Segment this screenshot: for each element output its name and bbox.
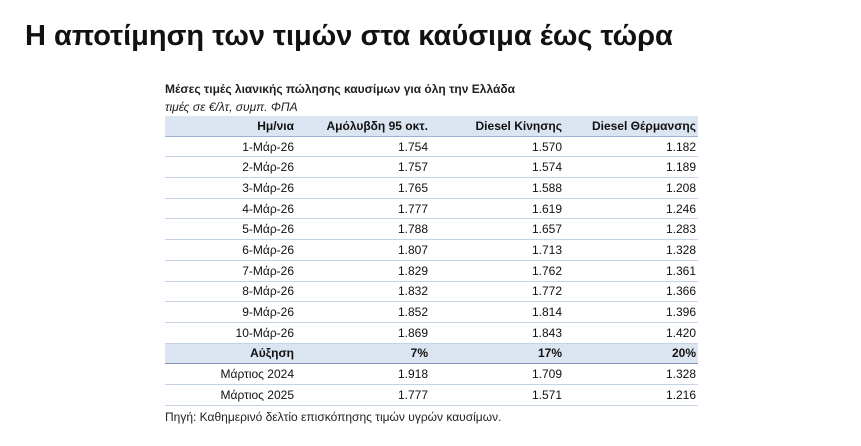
increase-diesel-heating: 20%: [564, 342, 698, 365]
increase-row: Αύξηση 7% 17% 20%: [165, 342, 698, 365]
table-row: 1-Μάρ-26 1.754 1.570 1.182: [165, 136, 698, 158]
header-diesel-heating: Diesel Θέρμανσης: [564, 116, 698, 137]
cell-diesel-heating: 1.182: [564, 136, 698, 158]
cell-unleaded-95: 1.765: [296, 177, 430, 199]
table-row: 5-Μάρ-26 1.788 1.657 1.283: [165, 218, 698, 241]
cell-diesel-motion: 1.814: [430, 301, 564, 323]
cell-unleaded-95: 1.788: [296, 218, 430, 241]
cell-unleaded-95: 1.832: [296, 281, 430, 303]
cell-diesel-motion: 1.657: [430, 218, 564, 241]
table-header-row: Ημ/νια Αμόλυβδη 95 οκτ. Diesel Κίνησης D…: [165, 116, 698, 137]
cell-diesel-motion: 1.709: [430, 363, 564, 385]
cell-diesel-heating: 1.328: [564, 363, 698, 385]
cell-date: 7-Μάρ-26: [165, 260, 296, 282]
table-row: 9-Μάρ-26 1.852 1.814 1.396: [165, 301, 698, 323]
cell-date: 1-Μάρ-26: [165, 136, 296, 158]
cell-unleaded-95: 1.777: [296, 384, 430, 406]
cell-period: Μάρτιος 2025: [165, 384, 296, 406]
header-date: Ημ/νια: [165, 116, 296, 137]
cell-diesel-motion: 1.570: [430, 136, 564, 158]
comparison-row: Μάρτιος 2024 1.918 1.709 1.328: [165, 363, 698, 385]
cell-unleaded-95: 1.757: [296, 156, 430, 179]
fuel-price-table-block: Μέσες τιμές λιανικής πώλησης καυσίμων γι…: [165, 80, 698, 424]
cell-diesel-heating: 1.246: [564, 198, 698, 220]
cell-unleaded-95: 1.852: [296, 301, 430, 323]
cell-diesel-heating: 1.208: [564, 177, 698, 199]
cell-unleaded-95: 1.918: [296, 363, 430, 385]
header-diesel-motion: Diesel Κίνησης: [430, 116, 564, 137]
cell-diesel-heating: 1.420: [564, 322, 698, 344]
table-row: 8-Μάρ-26 1.832 1.772 1.366: [165, 281, 698, 303]
cell-diesel-motion: 1.762: [430, 260, 564, 282]
cell-diesel-heating: 1.366: [564, 281, 698, 303]
increase-diesel-motion: 17%: [430, 342, 564, 365]
fuel-price-table: Ημ/νια Αμόλυβδη 95 οκτ. Diesel Κίνησης D…: [165, 116, 698, 406]
cell-diesel-motion: 1.843: [430, 322, 564, 344]
cell-date: 4-Μάρ-26: [165, 198, 296, 220]
header-unleaded-95: Αμόλυβδη 95 οκτ.: [296, 116, 430, 137]
table-row: 6-Μάρ-26 1.807 1.713 1.328: [165, 239, 698, 261]
cell-diesel-heating: 1.283: [564, 218, 698, 241]
table-row: 2-Μάρ-26 1.757 1.574 1.189: [165, 156, 698, 179]
cell-date: 3-Μάρ-26: [165, 177, 296, 199]
cell-diesel-motion: 1.713: [430, 239, 564, 261]
cell-date: 5-Μάρ-26: [165, 218, 296, 241]
table-row: 4-Μάρ-26 1.777 1.619 1.246: [165, 198, 698, 220]
source-note: Πηγή: Καθημερινό δελτίο επισκόπησης τιμώ…: [165, 409, 502, 424]
cell-diesel-motion: 1.574: [430, 156, 564, 179]
increase-unleaded-95: 7%: [296, 342, 430, 365]
table-row: 7-Μάρ-26 1.829 1.762 1.361: [165, 260, 698, 282]
cell-unleaded-95: 1.869: [296, 322, 430, 344]
cell-diesel-motion: 1.588: [430, 177, 564, 199]
cell-diesel-motion: 1.619: [430, 198, 564, 220]
increase-label: Αύξηση: [165, 342, 296, 365]
cell-period: Μάρτιος 2024: [165, 363, 296, 385]
cell-date: 9-Μάρ-26: [165, 301, 296, 323]
cell-unleaded-95: 1.829: [296, 260, 430, 282]
cell-date: 8-Μάρ-26: [165, 281, 296, 303]
cell-diesel-heating: 1.189: [564, 156, 698, 179]
cell-date: 6-Μάρ-26: [165, 239, 296, 261]
table-units: τιμές σε €/λτ, συμπ. ΦΠΑ: [165, 100, 298, 114]
cell-date: 2-Μάρ-26: [165, 156, 296, 179]
cell-unleaded-95: 1.807: [296, 239, 430, 261]
table-subtitle: Μέσες τιμές λιανικής πώλησης καυσίμων γι…: [165, 82, 516, 96]
page-title: Η αποτίμηση των τιμών στα καύσιμα έως τώ…: [25, 20, 673, 52]
comparison-row: Μάρτιος 2025 1.777 1.571 1.216: [165, 384, 698, 406]
cell-diesel-heating: 1.361: [564, 260, 698, 282]
cell-diesel-motion: 1.772: [430, 281, 564, 303]
table-row: 10-Μάρ-26 1.869 1.843 1.420: [165, 322, 698, 344]
cell-unleaded-95: 1.754: [296, 136, 430, 158]
cell-diesel-heating: 1.396: [564, 301, 698, 323]
cell-diesel-heating: 1.216: [564, 384, 698, 406]
cell-diesel-motion: 1.571: [430, 384, 564, 406]
cell-date: 10-Μάρ-26: [165, 322, 296, 344]
cell-unleaded-95: 1.777: [296, 198, 430, 220]
table-row: 3-Μάρ-26 1.765 1.588 1.208: [165, 177, 698, 199]
cell-diesel-heating: 1.328: [564, 239, 698, 261]
